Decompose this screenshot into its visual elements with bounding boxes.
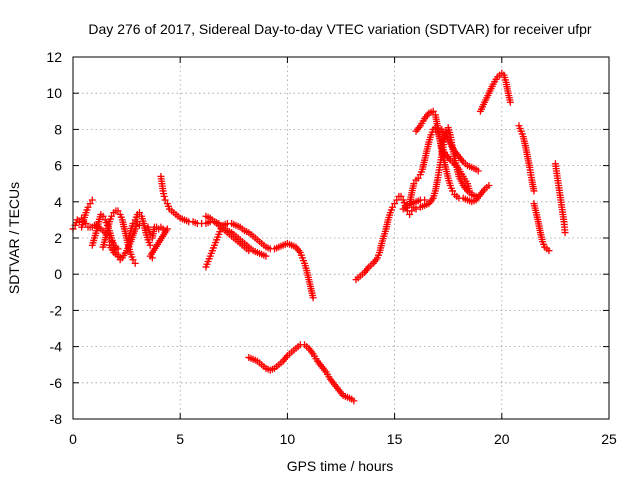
x-tick-label: 20 xyxy=(494,431,510,447)
data-marks xyxy=(69,69,569,405)
y-tick-label: 6 xyxy=(54,158,62,174)
data-point xyxy=(131,259,139,267)
data-point xyxy=(99,212,107,220)
data-point xyxy=(262,252,270,260)
y-tick-label: -2 xyxy=(50,302,63,318)
data-point xyxy=(135,221,143,229)
y-tick-label: -8 xyxy=(50,411,63,427)
data-point xyxy=(309,294,317,302)
y-tick-label: 8 xyxy=(54,121,62,137)
data-point xyxy=(561,229,569,237)
axis-ticks: 0 5 10 15 20 25 -8 -6 -4 -2 0 2 4 6 8 10 12 xyxy=(46,49,617,447)
y-tick-label: -4 xyxy=(50,339,63,355)
x-tick-label: 25 xyxy=(601,431,617,447)
x-tick-label: 10 xyxy=(280,431,296,447)
data-point xyxy=(545,247,553,255)
data-point xyxy=(421,196,429,204)
data-point xyxy=(161,196,169,204)
data-point xyxy=(410,180,418,188)
x-tick-label: 15 xyxy=(387,431,403,447)
data-point xyxy=(408,207,416,215)
x-tick-label: 0 xyxy=(69,431,77,447)
data-point xyxy=(414,174,422,182)
y-tick-label: -6 xyxy=(50,375,63,391)
data-point xyxy=(472,192,480,200)
data-point xyxy=(88,196,96,204)
data-point xyxy=(217,225,225,233)
data-point xyxy=(146,241,154,249)
y-tick-label: 10 xyxy=(46,85,62,101)
y-tick-label: 4 xyxy=(54,194,62,210)
data-point xyxy=(406,210,414,218)
data-point xyxy=(506,98,514,106)
x-axis-title: GPS time / hours xyxy=(287,458,394,474)
data-point xyxy=(135,209,143,217)
data-point xyxy=(474,167,482,175)
data-point xyxy=(412,205,420,213)
data-point xyxy=(388,203,396,211)
data-point xyxy=(530,187,538,195)
y-axis-title: SDTVAR / TECUs xyxy=(6,182,22,294)
data-point xyxy=(160,192,168,200)
y-tick-label: 2 xyxy=(54,230,62,246)
data-point xyxy=(393,196,401,204)
data-point xyxy=(429,107,437,115)
y-tick-label: 12 xyxy=(46,49,62,65)
y-tick-label: 0 xyxy=(54,266,62,282)
data-point xyxy=(148,254,156,262)
data-point xyxy=(86,200,94,208)
data-point xyxy=(114,207,122,215)
data-point xyxy=(391,200,399,208)
data-point xyxy=(108,212,116,220)
data-point xyxy=(485,182,493,190)
data-point xyxy=(84,203,92,211)
data-point xyxy=(133,218,141,226)
data-point xyxy=(245,247,253,255)
data-point xyxy=(129,256,137,264)
data-point xyxy=(350,397,358,405)
data-point xyxy=(397,192,405,200)
data-point xyxy=(448,187,456,195)
x-tick-label: 5 xyxy=(176,431,184,447)
chart-title: Day 276 of 2017, Sidereal Day-to-day VTE… xyxy=(88,21,592,37)
